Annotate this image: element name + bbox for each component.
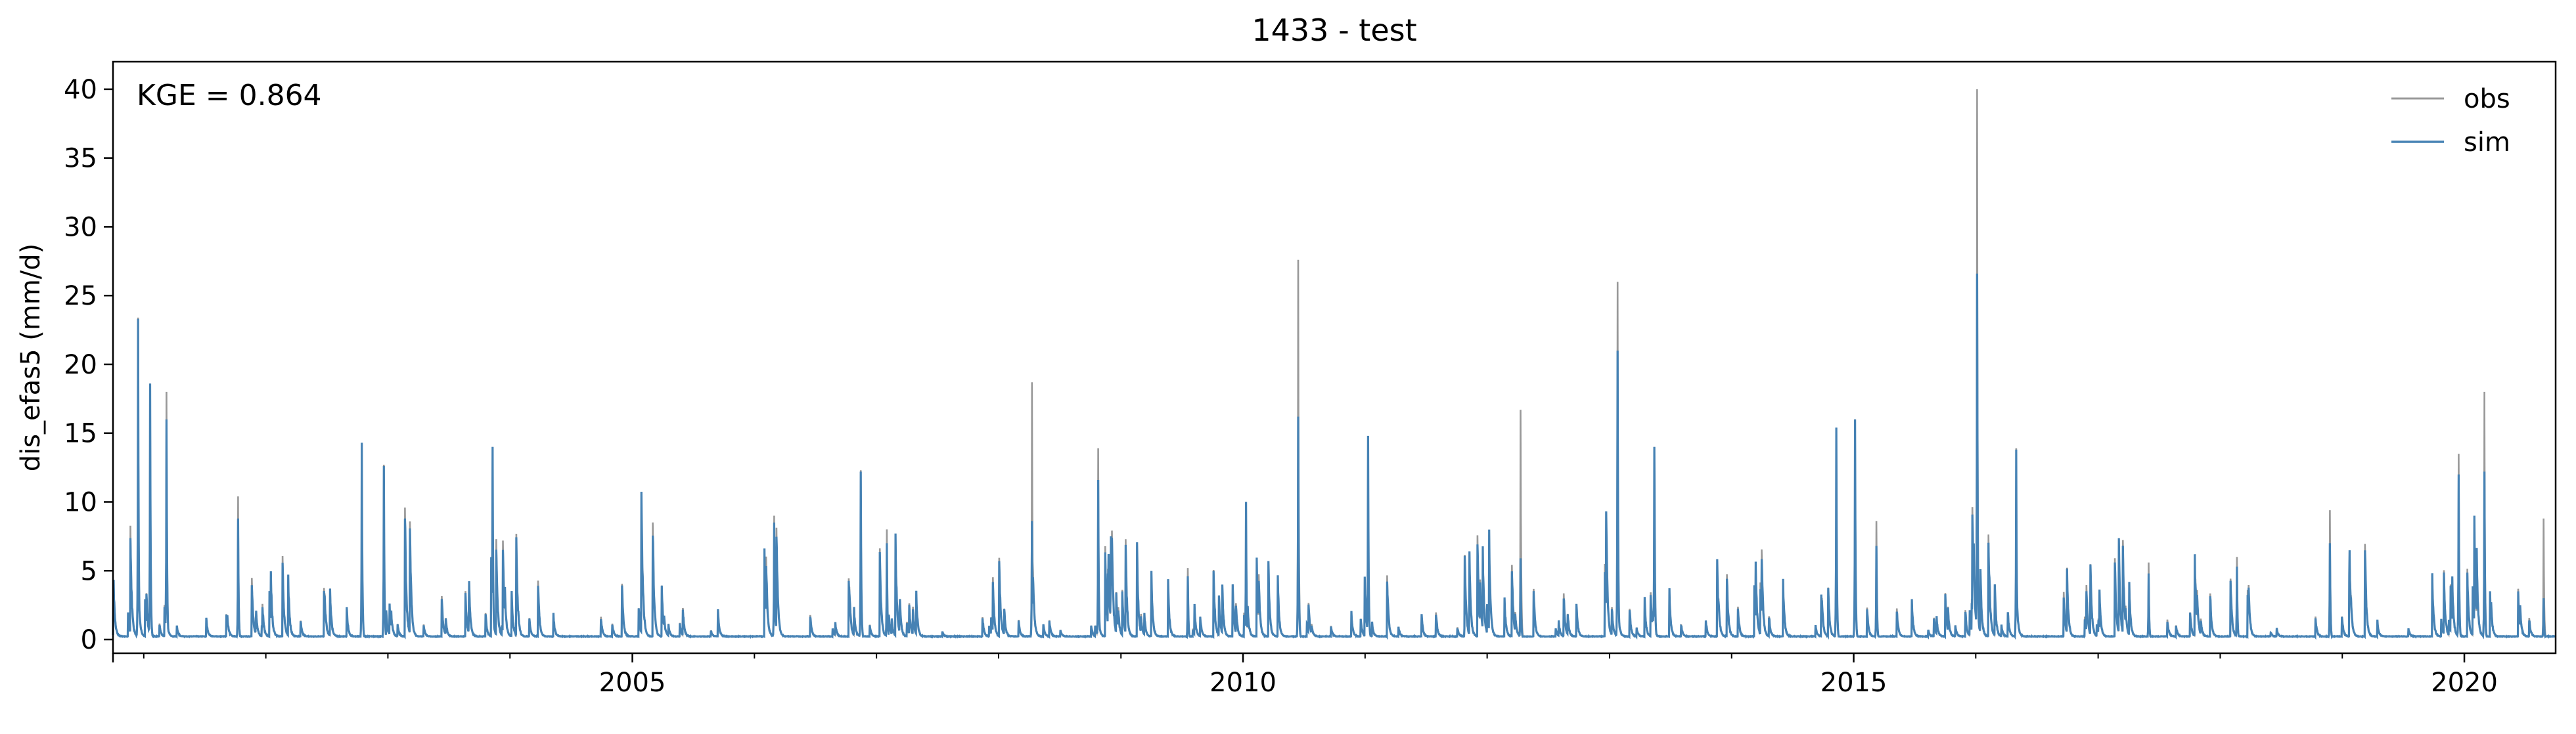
x-tick-label: 2020 xyxy=(2431,668,2498,698)
x-axis: 2005 2010 2015 2020 xyxy=(112,653,2498,698)
legend-label-obs: obs xyxy=(2464,84,2510,114)
y-tick-label: 0 xyxy=(81,625,97,655)
kge-annotation: KGE = 0.864 xyxy=(137,79,322,112)
y-axis-label: dis_efas5 (mm/d) xyxy=(16,244,46,472)
series-layer xyxy=(112,89,2556,640)
chart-title: 1433 - test xyxy=(1252,12,1416,48)
x-tick-label: 2005 xyxy=(599,668,666,698)
legend: obs sim xyxy=(2391,84,2510,158)
y-tick-label: 25 xyxy=(64,281,97,311)
series-line-sim xyxy=(112,273,2556,640)
y-tick-label: 20 xyxy=(64,350,97,380)
y-axis: 0 5 10 15 20 25 30 35 40 xyxy=(64,75,113,655)
y-tick-label: 10 xyxy=(64,488,97,518)
legend-label-sim: sim xyxy=(2464,127,2510,158)
x-tick-label: 2015 xyxy=(1820,668,1887,698)
y-tick-label: 5 xyxy=(81,556,97,586)
y-tick-label: 15 xyxy=(64,419,97,449)
y-tick-label: 30 xyxy=(64,212,97,242)
series-line-obs xyxy=(112,89,2556,638)
y-tick-label: 40 xyxy=(64,75,97,105)
y-tick-label: 35 xyxy=(64,144,97,174)
plot-frame xyxy=(112,60,2557,655)
x-tick-label: 2010 xyxy=(1209,668,1277,698)
